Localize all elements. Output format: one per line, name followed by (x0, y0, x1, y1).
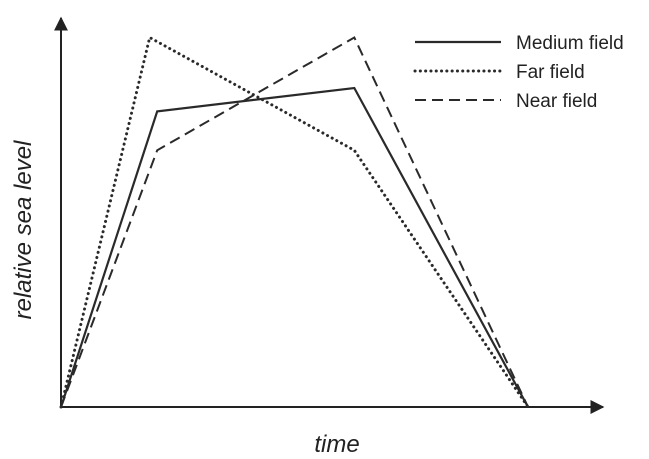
legend: Medium field Far field Near field (413, 33, 624, 112)
series-far-field-line (59, 35, 530, 409)
x-axis-label: time (314, 431, 359, 458)
y-axis-label: relative sea level (10, 140, 37, 319)
series-medium-field-line (59, 86, 529, 408)
series-near-field-line (60, 36, 529, 408)
legend-label-near-field: Near field (516, 91, 597, 112)
legend-label-medium-field: Medium field (516, 33, 624, 54)
legend-label-far-field: Far field (516, 62, 585, 83)
series-layer (59, 35, 530, 409)
